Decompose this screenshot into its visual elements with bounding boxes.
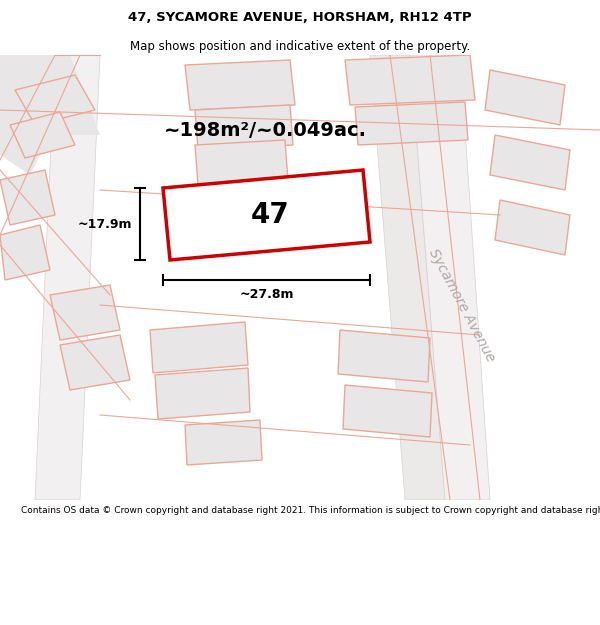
Polygon shape [370, 55, 445, 500]
Text: Contains OS data © Crown copyright and database right 2021. This information is : Contains OS data © Crown copyright and d… [20, 506, 600, 515]
Polygon shape [195, 105, 293, 150]
Text: ~17.9m: ~17.9m [77, 217, 132, 231]
Text: Sycamore Avenue: Sycamore Avenue [426, 246, 498, 364]
Polygon shape [185, 60, 295, 110]
Polygon shape [10, 112, 75, 158]
Polygon shape [185, 420, 262, 465]
Text: 47, SYCAMORE AVENUE, HORSHAM, RH12 4TP: 47, SYCAMORE AVENUE, HORSHAM, RH12 4TP [128, 11, 472, 24]
Polygon shape [410, 55, 490, 500]
Polygon shape [155, 368, 250, 419]
Polygon shape [0, 55, 100, 175]
Polygon shape [50, 285, 120, 340]
Polygon shape [60, 335, 130, 390]
Polygon shape [485, 70, 565, 125]
Polygon shape [163, 170, 370, 260]
Polygon shape [15, 75, 95, 125]
Polygon shape [495, 200, 570, 255]
Polygon shape [490, 135, 570, 190]
Polygon shape [0, 225, 50, 280]
Polygon shape [35, 55, 100, 500]
Text: ~27.8m: ~27.8m [239, 288, 294, 301]
Polygon shape [355, 102, 468, 145]
Text: 47: 47 [251, 201, 289, 229]
Text: ~198m²/~0.049ac.: ~198m²/~0.049ac. [163, 121, 367, 139]
Polygon shape [345, 55, 475, 105]
Text: Map shows position and indicative extent of the property.: Map shows position and indicative extent… [130, 39, 470, 52]
Polygon shape [0, 170, 55, 225]
Polygon shape [195, 140, 288, 185]
Polygon shape [338, 330, 430, 382]
Polygon shape [150, 322, 248, 373]
Polygon shape [343, 385, 432, 437]
